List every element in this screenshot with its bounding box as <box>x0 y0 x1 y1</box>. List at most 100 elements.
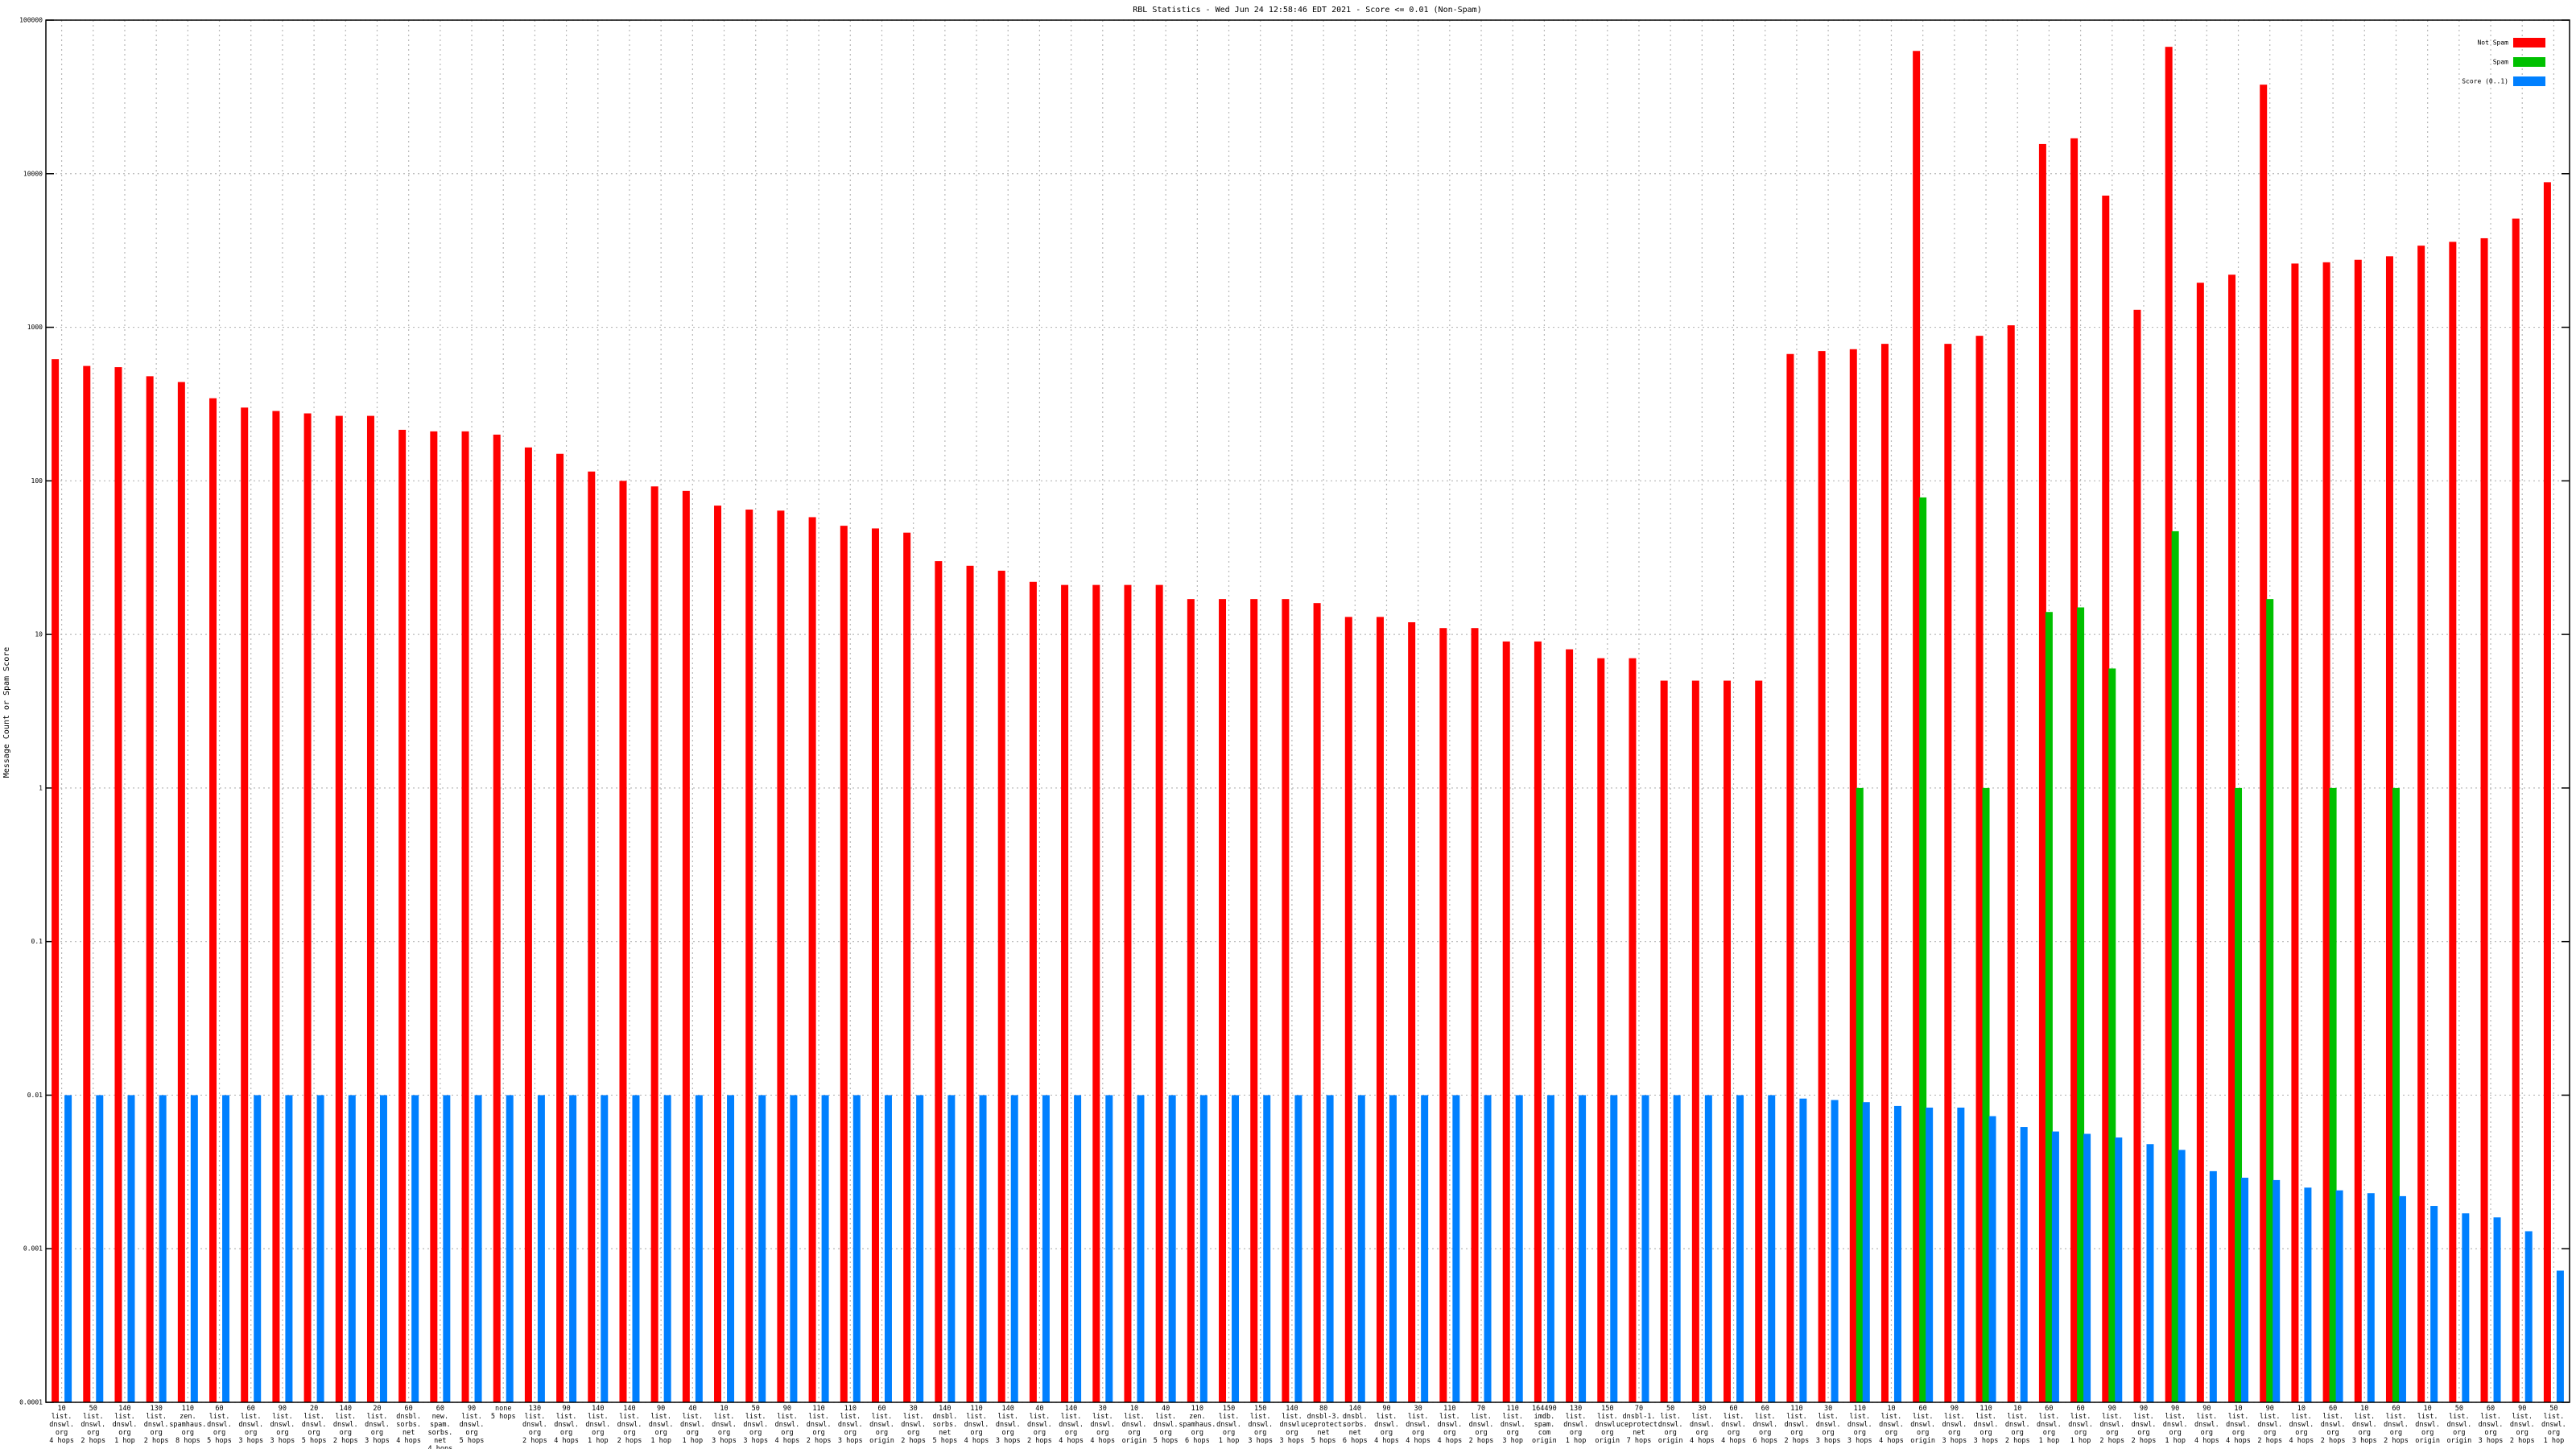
bar <box>1724 680 1732 1402</box>
x-tick-label: 10 list. dnswl. org 4 hops <box>2289 1405 2314 1445</box>
bar <box>935 561 943 1403</box>
x-tick-label-line: 110 <box>1507 1405 1519 1413</box>
x-tick-label-line: dnswl. <box>1059 1421 1084 1429</box>
x-tick-label-line: 6 hops <box>1343 1437 1368 1445</box>
bar <box>1566 649 1574 1402</box>
x-tick-label-line: 3 hops <box>2479 1437 2504 1445</box>
x-tick-label-line: 3 hops <box>743 1437 768 1445</box>
x-tick-label-line: 2 hops <box>2005 1437 2030 1445</box>
bar <box>2235 787 2243 1402</box>
x-tick-label-line: 80 <box>1319 1405 1327 1413</box>
x-tick-label-line: 4 hops <box>1879 1437 1904 1445</box>
x-tick-label-line: 2 hops <box>1469 1437 1494 1445</box>
x-tick-label-line: 4 hops <box>2194 1437 2219 1445</box>
bar <box>2196 283 2204 1402</box>
x-tick-label: 10 list. dnswl. org 2 hops <box>2005 1405 2030 1445</box>
x-tick-label-line: dnswl. <box>2226 1421 2251 1429</box>
x-tick-label-line: 2 hops <box>2510 1437 2535 1445</box>
x-tick-label-line: org <box>623 1429 635 1437</box>
x-tick-label: 40 list. dnswl. org 5 hops <box>1154 1405 1179 1445</box>
x-tick-label-line: org <box>2012 1429 2024 1437</box>
x-tick-label-line: list. <box>1061 1413 1082 1421</box>
bar <box>1199 1095 1208 1402</box>
x-tick-label-line: 90 <box>2202 1405 2211 1413</box>
bar <box>650 486 658 1402</box>
bar <box>1704 1095 1712 1402</box>
x-tick-label-line: 70 <box>1635 1405 1643 1413</box>
x-tick-label-line: 4 hops <box>1059 1437 1084 1445</box>
bar <box>1534 641 1542 1402</box>
bar <box>556 453 564 1402</box>
x-tick-label-line: dnswl. <box>207 1421 232 1429</box>
x-tick-label-line: list. <box>335 1413 356 1421</box>
x-tick-label-line: list. <box>1219 1413 1240 1421</box>
x-tick-label-line: 5 hops <box>1311 1437 1336 1445</box>
x-tick-label-line: 90 <box>2518 1405 2526 1413</box>
x-tick-label-line: dnswl. <box>2005 1421 2030 1429</box>
bar <box>2171 530 2179 1402</box>
x-tick-label: 60 list. dnswl. org 6 hops <box>1752 1405 1777 1445</box>
bar <box>916 1095 924 1402</box>
x-tick-label-line: 3 hops <box>712 1437 737 1445</box>
x-tick-label-line: 30 <box>1414 1405 1422 1413</box>
x-tick-label-line: 1 hop <box>683 1437 704 1445</box>
bar <box>1926 1107 1934 1402</box>
x-tick-label-line: org <box>1191 1429 1203 1437</box>
bar <box>2209 1170 2217 1402</box>
x-tick-label-line: 10 <box>1887 1405 1895 1413</box>
x-tick-label-line: dnsbl-3. <box>1307 1413 1340 1421</box>
legend-swatch <box>2513 76 2545 86</box>
x-tick-label-line: org <box>1065 1429 1077 1437</box>
legend-swatch <box>2513 38 2545 47</box>
bar <box>1546 1095 1554 1402</box>
x-tick-label: 140 dnsbl. sorbs. net 6 hops <box>1343 1405 1368 1445</box>
x-tick-label-line: 2 hops <box>2132 1437 2157 1445</box>
bar <box>398 429 407 1403</box>
bar <box>1389 1095 1397 1402</box>
x-tick-label-line: 110 <box>1854 1405 1866 1413</box>
bar <box>2430 1206 2438 1402</box>
bar <box>2291 263 2299 1403</box>
x-tick-label-line: 4 hops <box>1406 1437 1430 1445</box>
x-tick-label-line: dnswl. <box>775 1421 800 1429</box>
x-tick-label-line: list. <box>303 1413 324 1421</box>
x-tick-label-line: 10 <box>2234 1405 2242 1413</box>
x-tick-label-line: dnswl. <box>80 1421 105 1429</box>
x-tick-label-line: 2 hops <box>617 1437 642 1445</box>
bar <box>1893 1105 1901 1402</box>
x-tick-label-line: 1 hop <box>114 1437 135 1445</box>
x-tick-label-line: org <box>844 1429 857 1437</box>
x-tick-label-line: dnswl. <box>2321 1421 2346 1429</box>
x-tick-label: 30 list. dnswl. org 3 hops <box>1816 1405 1841 1445</box>
x-tick-label: 164490 imdb. spam. com origin <box>1532 1405 1557 1445</box>
x-tick-label-line: list. <box>525 1413 546 1421</box>
bar <box>790 1095 798 1402</box>
x-tick-label: 150 list. dnswl. org origin <box>1595 1405 1620 1445</box>
x-tick-label-line: list. <box>840 1413 861 1421</box>
x-tick-label-line: dnswl. <box>2446 1421 2471 1429</box>
bar <box>1975 336 1984 1403</box>
x-tick-label-line: 4 hops <box>49 1437 74 1445</box>
legend-swatch <box>2513 57 2545 67</box>
legend-label: Not Spam <box>2477 39 2508 47</box>
x-tick-label: 90 list. dnswl. org 3 hops <box>270 1405 295 1445</box>
x-tick-label: 130 list. dnswl. org 2 hops <box>144 1405 169 1445</box>
y-tick-label: 0.001 <box>23 1245 43 1253</box>
x-tick-label-line: dnswl. <box>680 1421 705 1429</box>
x-tick-label-line: dnswl. <box>1563 1421 1588 1429</box>
bar <box>2228 275 2236 1403</box>
bar <box>2165 47 2173 1403</box>
x-tick-label: 90 list. dnswl. org 3 hops <box>1942 1405 1967 1445</box>
bar <box>1408 622 1416 1402</box>
y-tick-label: 1 <box>39 784 43 791</box>
x-tick-label-line: 2 hops <box>1027 1437 1052 1445</box>
x-tick-label-line: dnswl. <box>2037 1421 2062 1429</box>
x-tick-label-line: dnsbl. <box>396 1413 421 1421</box>
x-tick-label: 60 list. dnswl. org origin <box>869 1405 894 1445</box>
x-tick-label: 110 list. dnswl. org 2 hops <box>807 1405 832 1445</box>
x-tick-label-line: 4 hops <box>2226 1437 2251 1445</box>
x-tick-label: 90 list. dnswl. org 2 hops <box>2132 1405 2157 1445</box>
bar <box>411 1095 419 1402</box>
x-tick-label: 60 list. dnswl. org 5 hops <box>207 1405 232 1445</box>
chart-title: RBL Statistics - Wed Jun 24 12:58:46 EDT… <box>1133 6 1481 14</box>
